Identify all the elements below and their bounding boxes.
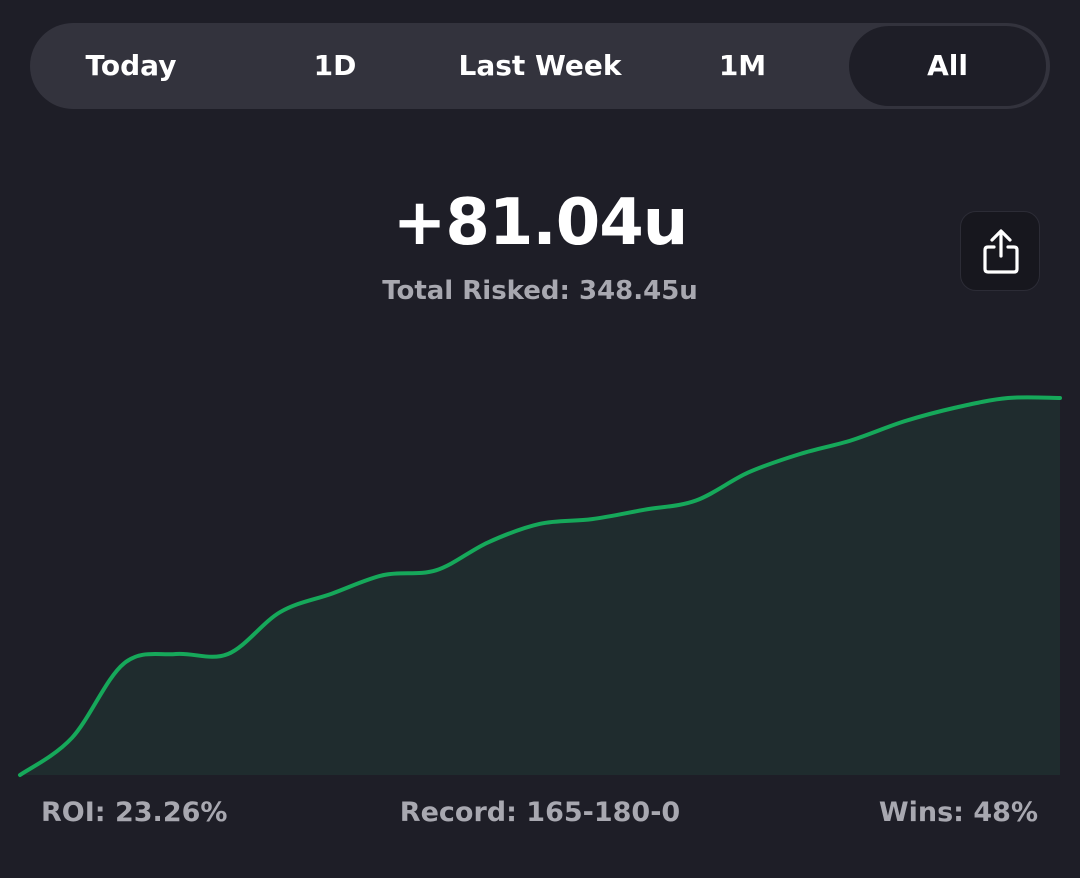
tab-1m[interactable]: 1M — [718, 49, 767, 82]
total-risked: Total Risked: 348.45u — [382, 276, 698, 306]
time-range-tabs: Today 1D Last Week 1M All — [30, 23, 1050, 109]
profit-chart — [18, 395, 1062, 777]
tab-today[interactable]: Today — [85, 49, 177, 82]
total-units: +81.04u — [392, 186, 689, 260]
tab-last-week[interactable]: Last Week — [458, 49, 622, 82]
share-button[interactable] — [960, 211, 1040, 291]
wins-stat: Wins: 48% — [878, 797, 1038, 828]
profit-line — [18, 395, 1062, 777]
share-icon — [983, 229, 1019, 274]
tab-1d[interactable]: 1D — [313, 49, 357, 82]
roi-stat: ROI: 23.26% — [41, 797, 228, 828]
profit-area — [20, 397, 1060, 775]
record-stat: Record: 165-180-0 — [399, 797, 681, 828]
tab-all[interactable]: All — [849, 26, 1046, 106]
